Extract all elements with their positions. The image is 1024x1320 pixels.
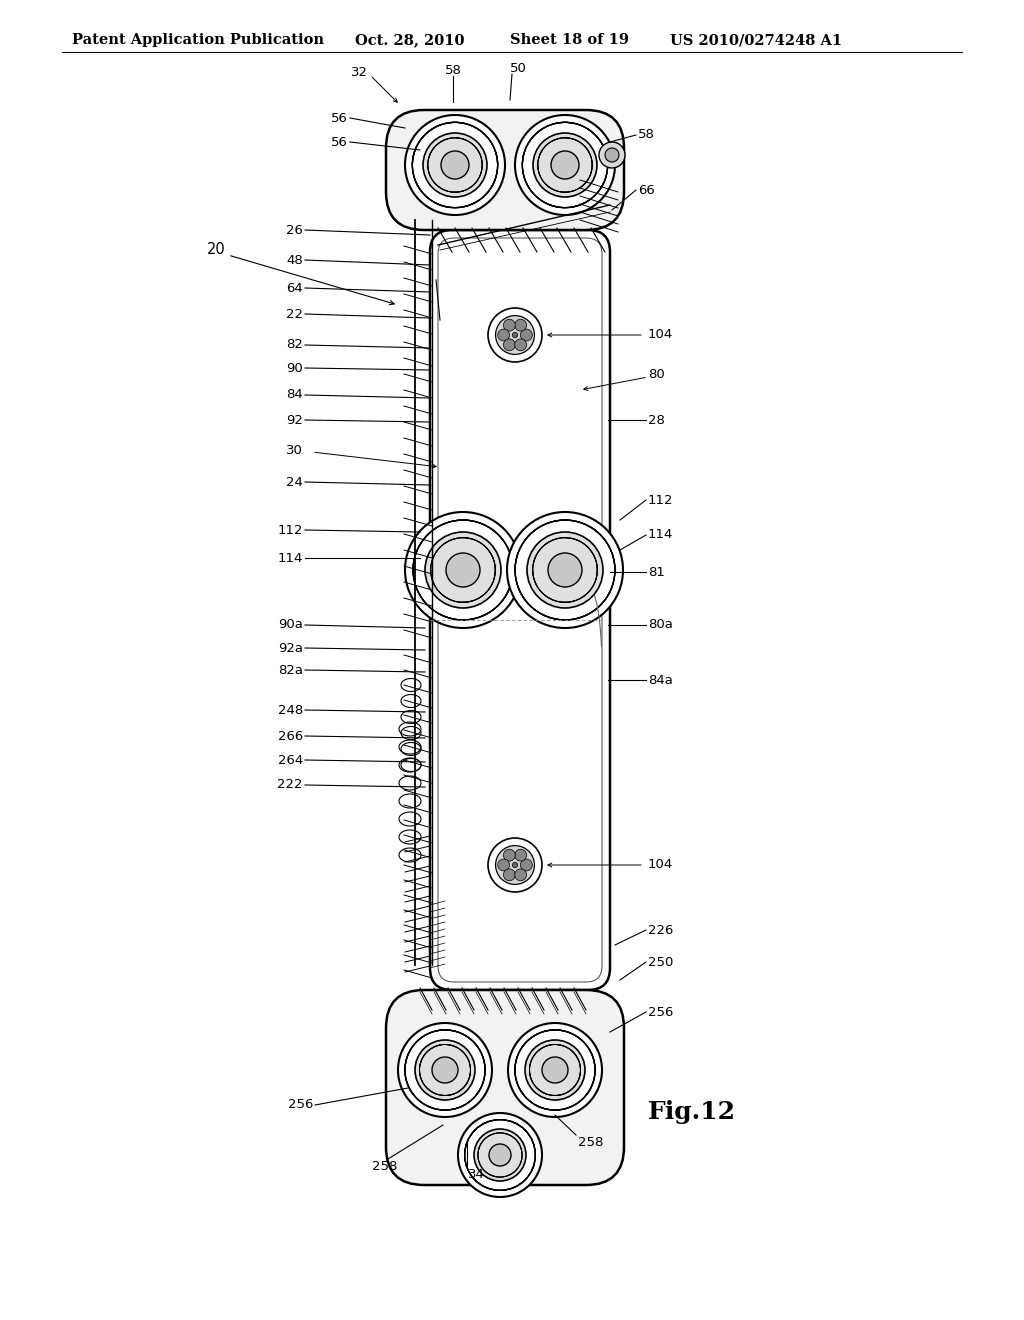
Text: 30: 30 bbox=[286, 444, 303, 457]
Text: 258: 258 bbox=[373, 1160, 397, 1173]
Circle shape bbox=[508, 1023, 602, 1117]
Text: 264: 264 bbox=[278, 754, 303, 767]
Circle shape bbox=[605, 148, 618, 162]
Circle shape bbox=[458, 1113, 542, 1197]
Text: 48: 48 bbox=[287, 253, 303, 267]
Circle shape bbox=[515, 319, 526, 331]
Circle shape bbox=[515, 849, 526, 861]
Text: 82a: 82a bbox=[278, 664, 303, 676]
Circle shape bbox=[423, 133, 487, 197]
Text: 56: 56 bbox=[331, 111, 348, 124]
Circle shape bbox=[488, 308, 542, 362]
Text: 20: 20 bbox=[207, 243, 225, 257]
Text: US 2010/0274248 A1: US 2010/0274248 A1 bbox=[670, 33, 842, 48]
Text: Oct. 28, 2010: Oct. 28, 2010 bbox=[355, 33, 465, 48]
Circle shape bbox=[425, 532, 501, 609]
Text: 226: 226 bbox=[648, 924, 674, 936]
Circle shape bbox=[406, 512, 521, 628]
Text: 114: 114 bbox=[278, 552, 303, 565]
Circle shape bbox=[446, 553, 480, 587]
Circle shape bbox=[398, 1023, 492, 1117]
Text: 64: 64 bbox=[287, 281, 303, 294]
Text: 104: 104 bbox=[648, 329, 673, 342]
Text: Patent Application Publication: Patent Application Publication bbox=[72, 33, 324, 48]
Circle shape bbox=[504, 869, 515, 880]
Circle shape bbox=[527, 532, 603, 609]
FancyBboxPatch shape bbox=[386, 110, 624, 230]
Text: 84a: 84a bbox=[648, 673, 673, 686]
Text: 56: 56 bbox=[331, 136, 348, 149]
Text: 112: 112 bbox=[648, 494, 674, 507]
Circle shape bbox=[520, 859, 532, 871]
Text: Fig.12: Fig.12 bbox=[648, 1100, 736, 1125]
Text: 58: 58 bbox=[638, 128, 655, 141]
Text: 90: 90 bbox=[287, 362, 303, 375]
Circle shape bbox=[515, 339, 526, 351]
Circle shape bbox=[515, 115, 615, 215]
Text: 34: 34 bbox=[468, 1168, 485, 1181]
Circle shape bbox=[551, 150, 579, 180]
Text: 250: 250 bbox=[648, 956, 674, 969]
Text: 222: 222 bbox=[278, 779, 303, 792]
Text: 90a: 90a bbox=[279, 619, 303, 631]
Text: 92a: 92a bbox=[278, 642, 303, 655]
Text: 66: 66 bbox=[638, 183, 654, 197]
Text: 50: 50 bbox=[510, 62, 527, 74]
Circle shape bbox=[498, 859, 510, 871]
Circle shape bbox=[507, 512, 623, 628]
Circle shape bbox=[525, 1040, 585, 1100]
Text: 82: 82 bbox=[286, 338, 303, 351]
Circle shape bbox=[489, 1144, 511, 1166]
Circle shape bbox=[548, 553, 582, 587]
Text: 266: 266 bbox=[278, 730, 303, 742]
Text: 258: 258 bbox=[578, 1135, 603, 1148]
Circle shape bbox=[474, 1129, 526, 1181]
Text: 80: 80 bbox=[648, 368, 665, 381]
Text: 26: 26 bbox=[286, 223, 303, 236]
Text: 24: 24 bbox=[286, 475, 303, 488]
Text: Sheet 18 of 19: Sheet 18 of 19 bbox=[510, 33, 629, 48]
Circle shape bbox=[534, 133, 597, 197]
Circle shape bbox=[496, 846, 535, 884]
Circle shape bbox=[504, 849, 515, 861]
FancyBboxPatch shape bbox=[386, 990, 624, 1185]
Circle shape bbox=[496, 315, 535, 355]
Circle shape bbox=[599, 143, 625, 168]
Circle shape bbox=[441, 150, 469, 180]
Circle shape bbox=[498, 329, 510, 341]
FancyBboxPatch shape bbox=[430, 230, 610, 990]
Text: 80a: 80a bbox=[648, 619, 673, 631]
Text: 256: 256 bbox=[648, 1006, 674, 1019]
Circle shape bbox=[504, 339, 515, 351]
Circle shape bbox=[512, 862, 518, 867]
Text: 32: 32 bbox=[351, 66, 368, 78]
Circle shape bbox=[520, 329, 532, 341]
Text: 256: 256 bbox=[288, 1098, 313, 1111]
Text: 22: 22 bbox=[286, 308, 303, 321]
Text: 58: 58 bbox=[444, 63, 462, 77]
Text: 104: 104 bbox=[648, 858, 673, 871]
Circle shape bbox=[488, 838, 542, 892]
Circle shape bbox=[406, 115, 505, 215]
Text: 84: 84 bbox=[287, 388, 303, 401]
Text: 92: 92 bbox=[286, 413, 303, 426]
Circle shape bbox=[504, 319, 515, 331]
Circle shape bbox=[432, 1057, 458, 1082]
Circle shape bbox=[542, 1057, 568, 1082]
Text: 114: 114 bbox=[648, 528, 674, 541]
Circle shape bbox=[515, 869, 526, 880]
Circle shape bbox=[512, 333, 518, 338]
Text: 81: 81 bbox=[648, 565, 665, 578]
Circle shape bbox=[415, 1040, 475, 1100]
Text: 248: 248 bbox=[278, 704, 303, 717]
Text: 28: 28 bbox=[648, 413, 665, 426]
Text: 112: 112 bbox=[278, 524, 303, 536]
